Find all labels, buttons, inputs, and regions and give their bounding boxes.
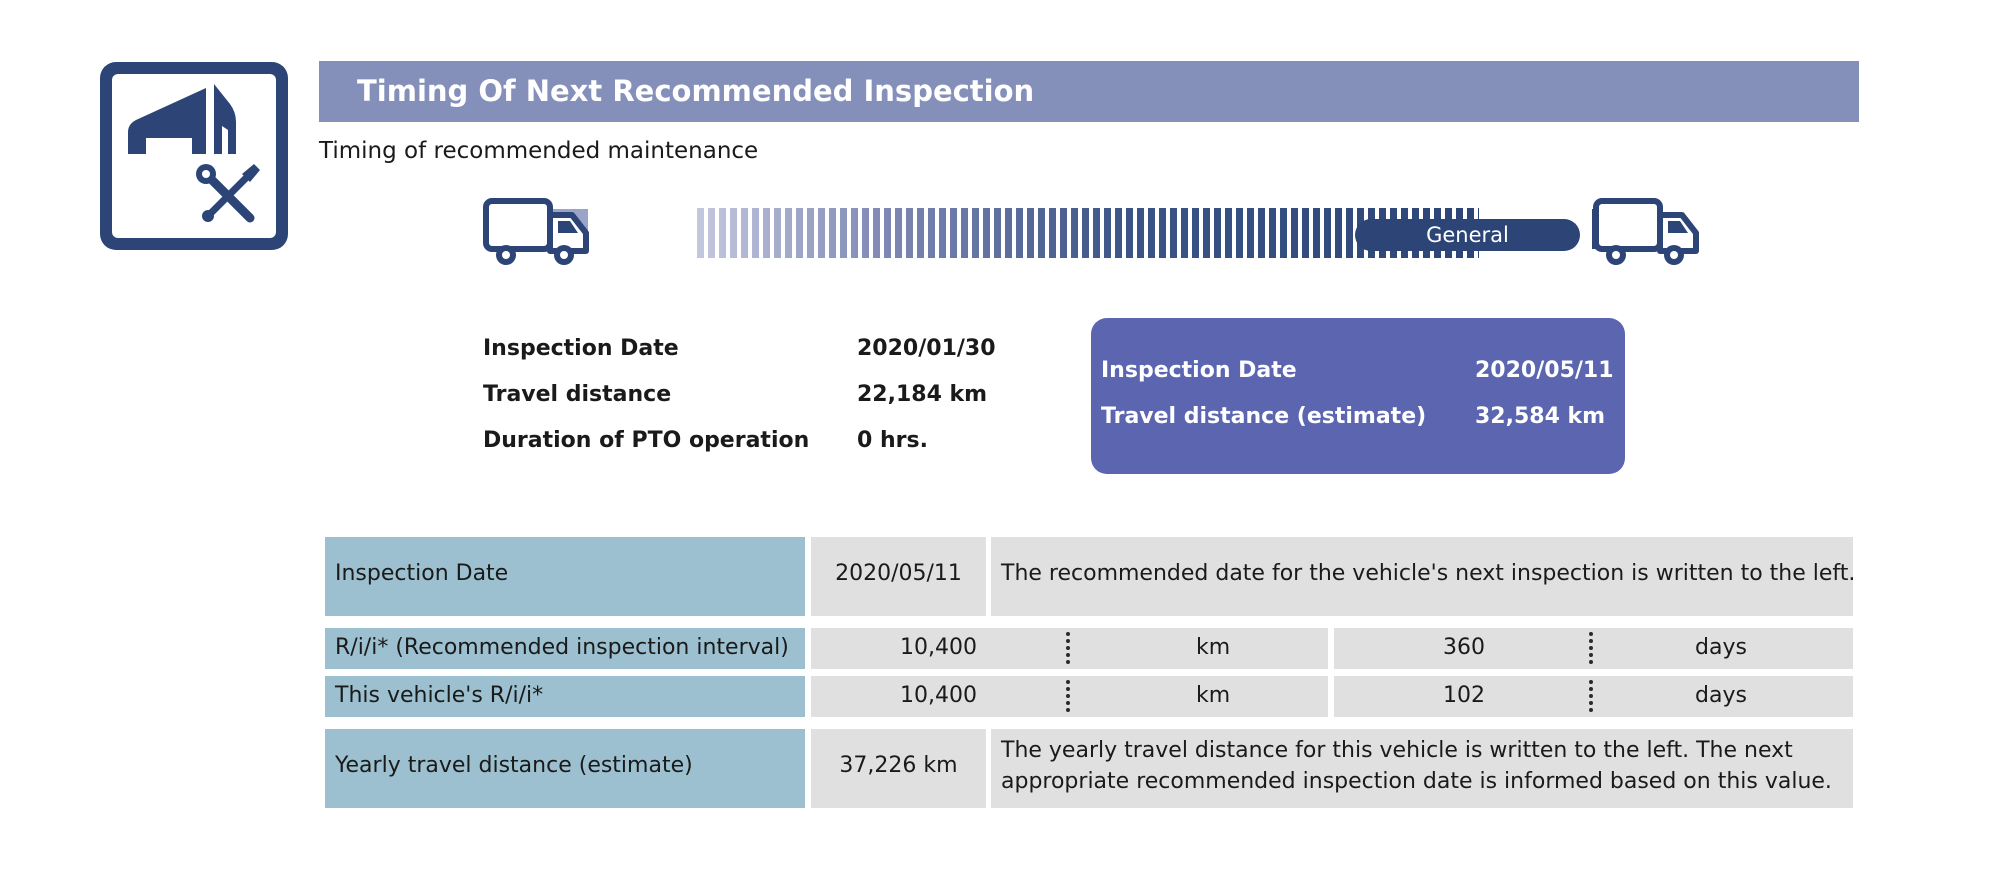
- last-inspection-date-value: 2020/01/30: [857, 336, 996, 361]
- last-travel-distance-value: 22,184 km: [857, 382, 988, 407]
- logo-inner: [112, 74, 276, 238]
- divider: [1066, 680, 1070, 712]
- vehicle-rii-km-unit: km: [1196, 683, 1231, 708]
- timeline-progress-bar: [697, 208, 1479, 258]
- table-row-inspection-date-note: The recommended date for the vehicle's n…: [991, 537, 1855, 616]
- divider: [1066, 632, 1070, 664]
- last-travel-distance-label: Travel distance: [483, 382, 672, 407]
- table-row-yearly-value: 37,226 km: [811, 729, 986, 808]
- next-travel-distance-label: Travel distance (estimate): [1101, 404, 1427, 429]
- truck-icon: [1592, 198, 1699, 265]
- table-row-rii-days: 360 days: [1334, 628, 1853, 669]
- table-row-rii-label: R/i/i* (Recommended inspection interval): [325, 628, 805, 669]
- vehicle-rii-days-value: 102: [1443, 683, 1485, 708]
- truck-icon: [483, 198, 589, 265]
- rii-days-unit: days: [1695, 635, 1747, 660]
- garage-tools-icon: [128, 84, 260, 223]
- logo: [100, 62, 288, 250]
- table-row-inspection-date-value: 2020/05/11: [811, 537, 986, 616]
- vehicle-rii-days-unit: days: [1695, 683, 1747, 708]
- header-banner: Timing Of Next Recommended Inspection: [319, 61, 1859, 122]
- table-row-vehicle-rii-days: 102 days: [1334, 676, 1853, 717]
- rii-km-value: 10,400: [900, 635, 977, 660]
- rii-km-unit: km: [1196, 635, 1231, 660]
- table-row-vehicle-rii-label: This vehicle's R/i/i*: [325, 676, 805, 717]
- pto-duration-label: Duration of PTO operation: [483, 428, 810, 453]
- divider: [1589, 680, 1593, 712]
- page-title: Timing Of Next Recommended Inspection: [357, 74, 1035, 108]
- next-inspection-date-value: 2020/05/11: [1475, 358, 1614, 383]
- next-inspection-date-label: Inspection Date: [1101, 358, 1297, 383]
- timeline-label: General: [1355, 219, 1580, 251]
- table-row-rii-km: 10,400 km: [811, 628, 1328, 669]
- next-travel-distance-value: 32,584 km: [1475, 404, 1606, 429]
- table-row-vehicle-rii-km: 10,400 km: [811, 676, 1328, 717]
- vehicle-rii-km-value: 10,400: [900, 683, 977, 708]
- table-row-yearly-label: Yearly travel distance (estimate): [325, 729, 805, 808]
- divider: [1589, 632, 1593, 664]
- table-row-inspection-date-label: Inspection Date: [325, 537, 805, 616]
- next-inspection-box: Inspection Date 2020/05/11 Travel distan…: [1091, 318, 1625, 474]
- last-inspection-date-label: Inspection Date: [483, 336, 679, 361]
- pto-duration-value: 0 hrs.: [857, 428, 928, 453]
- section-subtitle: Timing of recommended maintenance: [319, 138, 759, 164]
- rii-days-value: 360: [1443, 635, 1485, 660]
- table-row-yearly-note: The yearly travel distance for this vehi…: [991, 729, 1853, 808]
